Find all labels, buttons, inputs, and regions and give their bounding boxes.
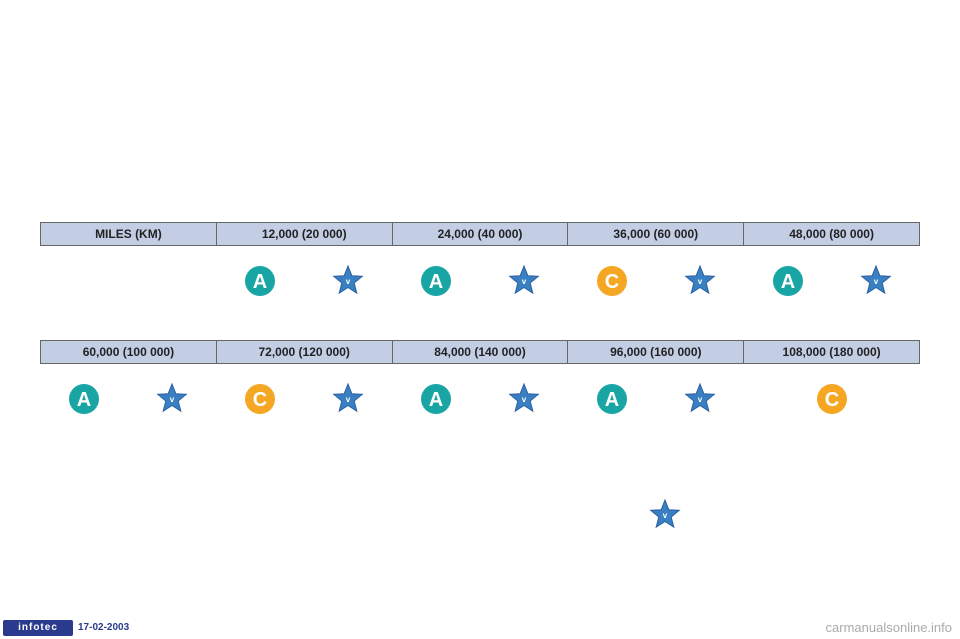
icon-slot: Av xyxy=(216,264,392,298)
footer-date: 17-02-2003 xyxy=(78,620,129,636)
svg-text:A: A xyxy=(429,271,443,293)
icon-slot: C xyxy=(744,382,920,416)
star-icon: v xyxy=(648,498,682,532)
svg-text:v: v xyxy=(698,277,703,286)
svg-text:A: A xyxy=(77,389,91,411)
header-label: MILES (KM) xyxy=(41,223,217,245)
header-cell: 36,000 (60 000) xyxy=(568,223,744,245)
spacer xyxy=(0,326,960,340)
svg-text:v: v xyxy=(522,395,527,404)
icon-slot: Av xyxy=(744,264,920,298)
icon-slot: Av xyxy=(392,382,568,416)
infotec-logo: infotec xyxy=(3,620,73,636)
svg-text:v: v xyxy=(346,277,351,286)
svg-text:C: C xyxy=(605,271,619,293)
service-a-icon: A xyxy=(771,264,805,298)
icon-slot: Cv xyxy=(568,264,744,298)
page: MILES (KM) 12,000 (20 000) 24,000 (40 00… xyxy=(0,0,960,639)
svg-text:v: v xyxy=(698,395,703,404)
header-cell: 12,000 (20 000) xyxy=(217,223,393,245)
icon-slot: Av xyxy=(40,382,216,416)
service-a-icon: A xyxy=(419,264,453,298)
service-c-icon: C xyxy=(595,264,629,298)
footer-bar: infotec 17-02-2003 xyxy=(0,619,960,639)
star-icon: v xyxy=(331,264,365,298)
icon-slot: Av xyxy=(568,382,744,416)
watermark-text: carmanualsonline.info xyxy=(826,620,952,635)
service-a-icon: A xyxy=(419,382,453,416)
star-icon: v xyxy=(683,382,717,416)
svg-text:A: A xyxy=(605,389,619,411)
star-icon: v xyxy=(507,382,541,416)
svg-text:C: C xyxy=(825,389,839,411)
header-cell: 24,000 (40 000) xyxy=(393,223,569,245)
icon-slot: Cv xyxy=(216,382,392,416)
icon-slot-empty xyxy=(40,264,216,298)
svg-text:A: A xyxy=(253,271,267,293)
header-cell: 48,000 (80 000) xyxy=(744,223,919,245)
service-c-icon: C xyxy=(815,382,849,416)
svg-text:A: A xyxy=(781,271,795,293)
svg-text:v: v xyxy=(170,395,175,404)
spacer xyxy=(0,0,960,222)
header-cell: 60,000 (100 000) xyxy=(41,341,217,363)
star-icon: v xyxy=(683,264,717,298)
star-icon: v xyxy=(331,382,365,416)
star-icon: v xyxy=(155,382,189,416)
header-cell: 96,000 (160 000) xyxy=(568,341,744,363)
mileage-header-row-2: 60,000 (100 000) 72,000 (120 000) 84,000… xyxy=(40,340,920,364)
star-icon: v xyxy=(507,264,541,298)
star-icon: v xyxy=(859,264,893,298)
mileage-header-row-1: MILES (KM) 12,000 (20 000) 24,000 (40 00… xyxy=(40,222,920,246)
svg-text:A: A xyxy=(429,389,443,411)
header-cell: 72,000 (120 000) xyxy=(217,341,393,363)
header-cell: 84,000 (140 000) xyxy=(393,341,569,363)
star-icon: v xyxy=(648,498,682,532)
svg-text:v: v xyxy=(663,511,668,520)
header-cell: 108,000 (180 000) xyxy=(744,341,919,363)
service-icons-row-2: Av Cv Av Av C xyxy=(40,364,920,444)
svg-text:v: v xyxy=(346,395,351,404)
service-icons-row-1: Av Av Cv Av xyxy=(40,246,920,326)
service-a-icon: A xyxy=(67,382,101,416)
service-a-icon: A xyxy=(243,264,277,298)
icon-slot: Av xyxy=(392,264,568,298)
svg-text:v: v xyxy=(522,277,527,286)
service-c-icon: C xyxy=(243,382,277,416)
svg-text:C: C xyxy=(253,389,267,411)
svg-text:v: v xyxy=(874,277,879,286)
service-a-icon: A xyxy=(595,382,629,416)
